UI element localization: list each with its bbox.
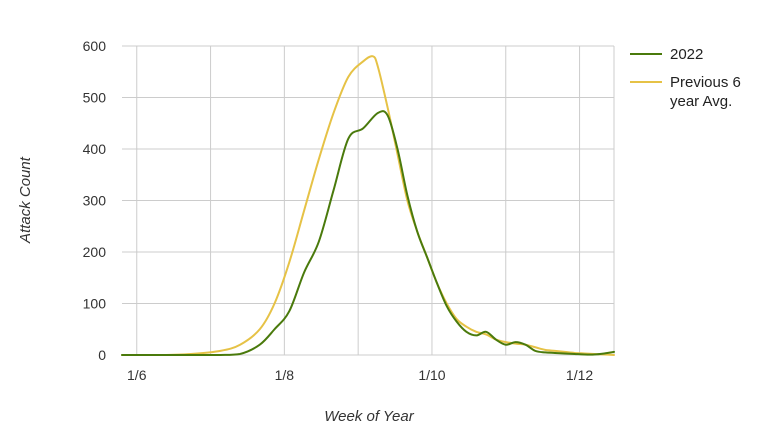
y-tick-label: 400 xyxy=(83,141,107,157)
gridlines xyxy=(122,45,615,356)
y-tick-label: 100 xyxy=(83,296,107,312)
x-tick-labels: 1/6 1/8 1/10 1/12 xyxy=(127,367,593,383)
x-tick-label: 1/12 xyxy=(566,367,593,383)
x-tick-label: 1/10 xyxy=(418,367,445,383)
y-axis-title: Attack Count xyxy=(17,156,34,244)
x-tick-label: 1/6 xyxy=(127,367,147,383)
series-line-previous-avg xyxy=(121,55,615,356)
y-tick-labels: 0 100 200 300 400 500 600 xyxy=(83,38,107,363)
series-lines xyxy=(121,55,615,356)
y-tick-label: 300 xyxy=(83,193,107,209)
y-tick-label: 500 xyxy=(83,90,107,106)
x-tick-label: 1/8 xyxy=(275,367,295,383)
legend-label: Previous 6 year Avg. xyxy=(670,74,741,110)
legend: 2022 Previous 6 year Avg. xyxy=(630,46,741,110)
x-axis-title: Week of Year xyxy=(324,408,415,425)
legend-label: 2022 xyxy=(670,46,703,63)
y-tick-label: 200 xyxy=(83,244,107,260)
series-line-2022 xyxy=(121,110,615,356)
y-tick-label: 0 xyxy=(98,347,106,363)
y-tick-label: 600 xyxy=(83,38,107,54)
